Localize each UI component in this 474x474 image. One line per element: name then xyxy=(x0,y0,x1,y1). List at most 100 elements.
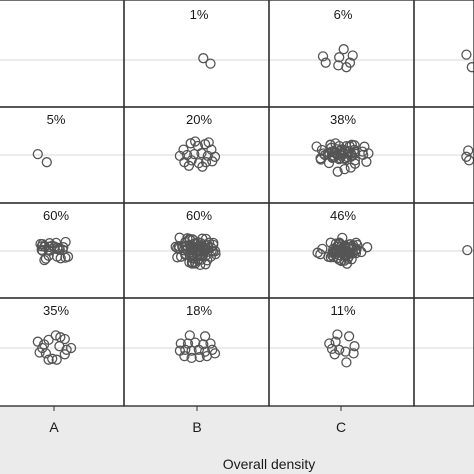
data-point xyxy=(346,254,357,265)
data-point xyxy=(352,239,363,251)
data-point xyxy=(185,138,196,149)
data-point xyxy=(194,351,205,363)
data-point xyxy=(347,50,358,61)
data-point xyxy=(341,357,352,368)
panel-labels: 1% 6% 5% 20% 38% 60% 60% 46% 35% 18% 11% xyxy=(43,7,356,318)
data-point xyxy=(180,344,191,355)
data-point xyxy=(43,354,54,365)
data-point xyxy=(205,242,217,253)
data-point xyxy=(346,150,358,161)
panel-percent-label: 18% xyxy=(186,303,212,318)
data-point xyxy=(466,62,474,73)
panel-percent-label: 35% xyxy=(43,303,69,318)
data-point xyxy=(59,349,70,360)
panel-border xyxy=(413,297,474,407)
panel-percent-label: 60% xyxy=(186,208,212,223)
panel-percent-label: 60% xyxy=(43,208,69,223)
data-point xyxy=(205,338,216,349)
data-point xyxy=(207,156,218,167)
data-point xyxy=(357,149,369,161)
data-point xyxy=(344,141,355,152)
data-point xyxy=(185,243,196,254)
data-point xyxy=(203,237,215,248)
data-point xyxy=(55,253,66,264)
data-point xyxy=(186,155,197,166)
data-point xyxy=(186,345,197,356)
data-point xyxy=(179,350,190,362)
data-point xyxy=(349,155,361,166)
data-point xyxy=(343,251,355,262)
data-point xyxy=(463,145,474,156)
data-point xyxy=(192,237,204,248)
data-point xyxy=(346,139,357,150)
data-point xyxy=(184,247,195,258)
data-point xyxy=(332,166,343,177)
data-point xyxy=(58,242,69,253)
data-points xyxy=(32,44,474,368)
data-point xyxy=(205,58,216,69)
data-point xyxy=(343,331,355,342)
data-point xyxy=(170,241,181,252)
data-point xyxy=(198,53,209,64)
panel-percent-label: 1% xyxy=(190,7,209,22)
data-point xyxy=(320,57,331,68)
panel-percent-label: 46% xyxy=(330,208,356,223)
data-point xyxy=(32,148,43,160)
panel-percent-label: 38% xyxy=(330,112,356,127)
panel-percent-label: 20% xyxy=(186,112,212,127)
data-point xyxy=(34,347,45,358)
data-point xyxy=(50,330,61,341)
data-point xyxy=(346,241,358,252)
data-point xyxy=(349,341,360,352)
data-point xyxy=(341,141,352,152)
data-point xyxy=(60,236,71,248)
data-point xyxy=(345,239,356,250)
column-tick-label: C xyxy=(336,419,346,435)
data-point xyxy=(319,149,331,161)
data-point xyxy=(338,249,349,260)
data-point xyxy=(209,348,221,359)
data-point xyxy=(193,344,204,355)
data-point xyxy=(41,157,52,168)
data-point xyxy=(461,49,472,60)
data-point xyxy=(197,161,208,172)
x-strip-background xyxy=(0,406,474,474)
data-point xyxy=(61,344,72,355)
data-point xyxy=(190,136,201,147)
data-point xyxy=(183,160,195,171)
data-point xyxy=(326,343,338,355)
data-point xyxy=(312,247,323,258)
data-point xyxy=(334,52,345,63)
data-point xyxy=(359,141,370,152)
data-point xyxy=(332,329,343,340)
data-point xyxy=(462,244,473,256)
data-point xyxy=(348,348,359,359)
data-point xyxy=(39,241,50,252)
data-point xyxy=(317,51,329,62)
data-point xyxy=(186,352,197,364)
data-point xyxy=(334,140,345,152)
data-point xyxy=(38,339,50,350)
data-point xyxy=(311,141,322,152)
column-tick-label: A xyxy=(49,419,59,435)
data-point xyxy=(199,346,211,357)
data-point xyxy=(329,349,340,360)
data-point xyxy=(333,60,344,71)
data-point xyxy=(194,250,205,262)
panel-percent-label: 6% xyxy=(334,7,353,22)
panel-percent-label: 11% xyxy=(330,303,355,318)
data-point xyxy=(65,342,77,354)
reference-lines xyxy=(0,59,474,349)
data-point xyxy=(349,148,361,159)
data-point xyxy=(62,251,74,262)
data-point xyxy=(189,148,200,160)
data-point xyxy=(324,338,335,349)
data-point xyxy=(331,147,342,158)
column-tick-label: B xyxy=(192,419,201,435)
data-point xyxy=(59,333,70,345)
data-point xyxy=(51,354,62,365)
data-point xyxy=(182,233,193,244)
data-point xyxy=(37,238,48,250)
data-point xyxy=(175,251,187,262)
